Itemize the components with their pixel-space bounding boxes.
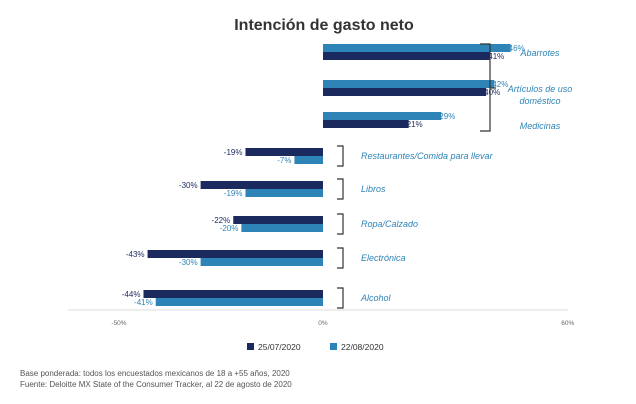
- bar-series-2-cat-8: [155, 298, 323, 306]
- bracket-cat-8: [337, 287, 344, 309]
- value-label-series-1-cat-6: -22%: [212, 216, 231, 225]
- category-label-3: Medicinas: [520, 121, 561, 131]
- x-tick-label-2: 0%: [318, 320, 328, 327]
- value-label-series-2-cat-4: -7%: [277, 156, 291, 165]
- bar-series-2-cat-4: [294, 156, 323, 164]
- category-brackets: [337, 43, 496, 309]
- value-label-series-1-cat-7: -43%: [126, 250, 145, 259]
- category-label-6: Ropa/Calzado: [361, 219, 418, 229]
- legend-label-series-2: 22/08/2020: [341, 342, 384, 352]
- bar-series-1-cat-8: [143, 290, 323, 298]
- bar-series-2-cat-6: [241, 224, 323, 232]
- value-label-series-2-cat-1: 46%: [509, 44, 525, 53]
- bar-series-1-cat-6: [233, 216, 323, 224]
- x-tick-labels: -50% 0% 60%: [111, 320, 574, 327]
- bar-series-2-cat-2: [323, 80, 495, 88]
- value-label-series-2-cat-7: -30%: [179, 258, 198, 267]
- bar-series-2-cat-5: [245, 189, 323, 197]
- bracket-cat-6: [337, 213, 344, 235]
- bar-series-2-cat-1: [323, 44, 511, 52]
- legend-swatch-series-2: [330, 343, 337, 350]
- value-label-series-1-cat-1: 41%: [488, 52, 504, 61]
- bracket-cat-4: [337, 145, 344, 167]
- x-tick-label-3: 60%: [561, 320, 574, 327]
- x-tick-label-1: -50%: [111, 320, 126, 327]
- chart-title: Intención de gasto neto: [234, 17, 414, 34]
- bracket-cat-7: [337, 247, 344, 269]
- value-label-series-2-cat-3: 29%: [439, 112, 455, 121]
- footnote-base: Base ponderada: todos los encuestados me…: [20, 369, 290, 378]
- value-label-series-1-cat-4: -19%: [224, 148, 243, 157]
- bar-series-2-cat-3: [323, 112, 442, 120]
- value-label-series-2-cat-8: -41%: [134, 298, 153, 307]
- category-label-4: Restaurantes/Comida para llevar: [361, 151, 494, 161]
- legend-label-series-1: 25/07/2020: [258, 342, 301, 352]
- bar-series-1-cat-4: [245, 148, 323, 156]
- value-label-series-1-cat-8: -44%: [122, 290, 141, 299]
- value-label-series-1-cat-2: 40%: [484, 88, 500, 97]
- value-label-series-2-cat-5: -19%: [224, 189, 243, 198]
- legend: 25/07/2020 22/08/2020: [247, 342, 384, 352]
- value-label-series-2-cat-2: 42%: [492, 80, 508, 89]
- bar-series-1-cat-2: [323, 88, 487, 96]
- bar-series-1-cat-5: [200, 181, 323, 189]
- category-label-5: Libros: [361, 184, 386, 194]
- bracket-cat-5: [337, 178, 344, 200]
- value-labels-group: 46% 41% 42%40% 29% 21% -19% -7% -30% -19% -22%-20…: [122, 44, 525, 307]
- category-label-2-line-1: Artículos de uso: [507, 84, 573, 94]
- value-label-series-2-cat-6: -20%: [220, 224, 239, 233]
- value-label-series-1-cat-5: -30%: [179, 181, 198, 190]
- bar-series-1-cat-3: [323, 120, 409, 128]
- category-labels: Abarrotes Artículos de uso doméstico Medici…: [360, 48, 572, 303]
- category-label-8: Alcohol: [360, 293, 392, 303]
- value-label-series-1-cat-3: 21%: [407, 120, 423, 129]
- bar-series-1-cat-7: [147, 250, 323, 258]
- footnote-source: Fuente: Deloitte MX State of the Consume…: [20, 380, 292, 389]
- category-label-1: Abarrotes: [519, 48, 560, 58]
- bars-group: [143, 44, 511, 306]
- bar-series-1-cat-1: [323, 52, 491, 60]
- legend-swatch-series-1: [247, 343, 254, 350]
- category-label-7: Electrónica: [361, 253, 406, 263]
- bar-series-2-cat-7: [200, 258, 323, 266]
- category-label-2-line-2: doméstico: [519, 96, 560, 106]
